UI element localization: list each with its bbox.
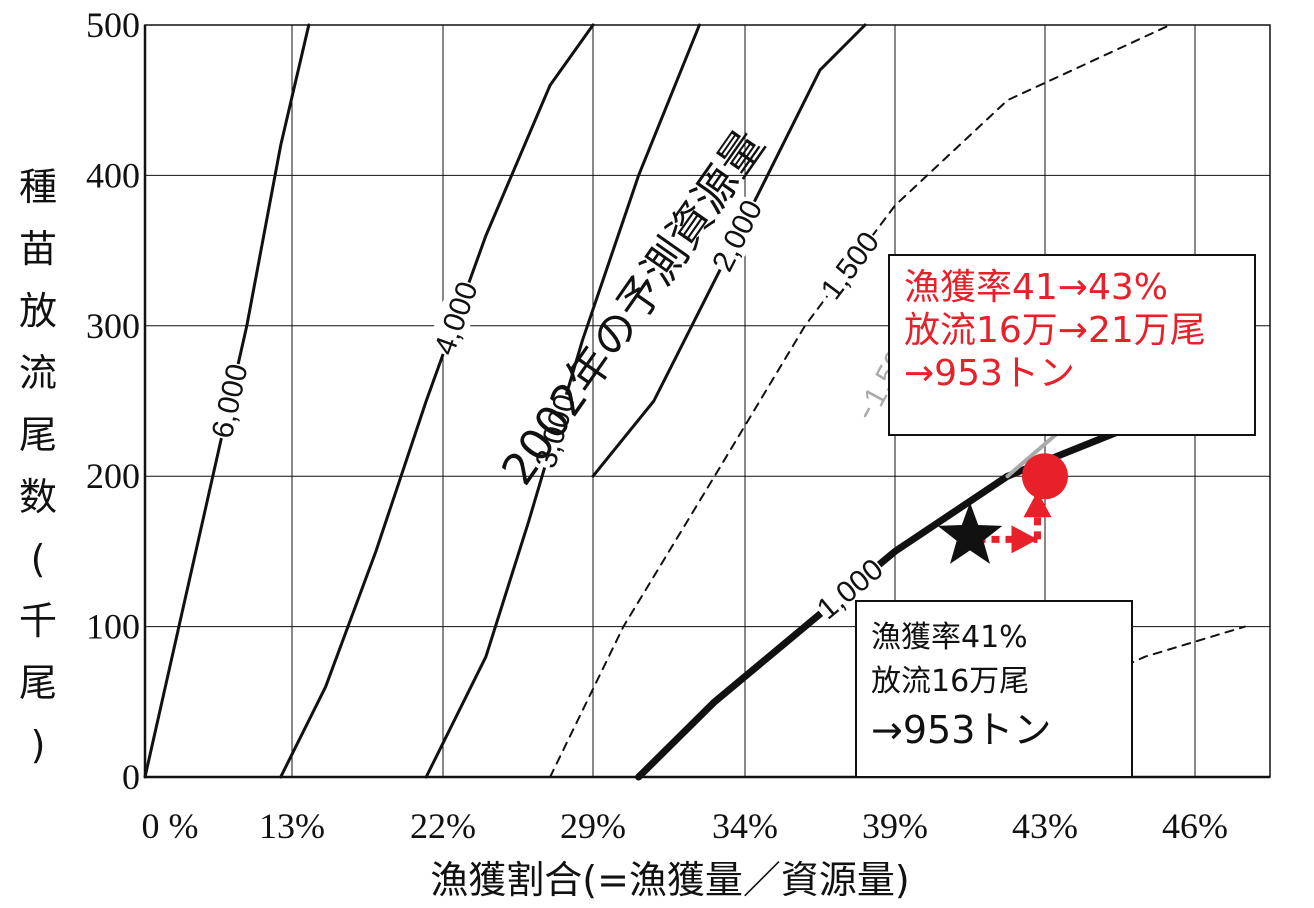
y-axis-label-char: 種 [19,165,57,209]
contour-label-bg [203,359,254,442]
x-tick-label: 39% [862,806,928,846]
scenario-annotation-box: 漁獲率41→43% 放流16万→21万尾 →953トン [888,254,1256,436]
arrow-head [1011,525,1038,554]
scenario-line-1: 漁獲率41→43% [904,267,1168,308]
markers [937,453,1068,564]
contour-label-bg [809,550,890,626]
y-tick-label: 200 [86,456,140,496]
x-tick-label: 46% [1162,806,1228,846]
y-axis-label-char: 千 [19,599,57,643]
x-tick-label: 34% [712,806,778,846]
y-axis-label-char: ( [31,537,46,581]
contour-label-6000: 6,000 [206,361,255,441]
x-tick-label: 29% [560,806,626,846]
contour-label-4000: 4,000 [428,278,484,360]
contour-label-bg [704,193,769,277]
contour-line-4000 [279,23,595,779]
arrow-head [1023,491,1052,518]
y-axis-label-char: 苗 [19,227,57,271]
y-axis-label-char: 尾 [19,661,57,705]
current-annotation-box: 漁獲率41% 放流16万尾 →953トン [855,600,1133,778]
current-line-3: →953トン [871,708,1052,752]
contour-label-bg [812,224,886,306]
x-tick-label: 13% [259,806,325,846]
y-tick-labels: 0 100 200 300 400 500 [86,5,140,797]
y-tick-label: 0 [122,757,140,797]
x-axis-label: 漁獲割合(=漁獲量／資源量) [430,858,910,902]
y-tick-label: 100 [86,607,140,647]
scenario-line-3: →953トン [904,353,1075,394]
y-tick-label: 400 [86,155,140,195]
contour-label-1500: 1,500 [815,226,886,306]
current-line-1: 漁獲率41% [871,620,1028,655]
x-tick-label: 43% [1012,806,1078,846]
star-marker [937,502,1003,564]
y-axis-label-char: 数 [19,475,57,519]
x-tick-labels: 0 % 13% 22% 29% 34% 39% 43% 46% [142,806,1229,846]
y-axis-label-char: ) [31,723,46,767]
contour-line-1500 [549,24,1171,778]
y-axis-label-char: 流 [19,351,57,395]
current-line-2: 放流16万尾 [871,664,1030,699]
y-axis-label-char: 尾 [19,413,57,457]
y-axis-label-char: 放 [19,289,57,333]
center-annotation: 2002年の予測資源量 [492,121,775,494]
y-tick-label: 500 [86,5,140,45]
y-tick-label: 300 [86,306,140,346]
contour-label-bg [426,276,484,360]
contour-label-bg [527,389,582,473]
x-tick-label: 0 % [142,806,199,846]
circle-marker [1022,453,1068,500]
x-tick-label: 22% [410,806,476,846]
scenario-line-2: 放流16万→21万尾 [904,310,1206,351]
